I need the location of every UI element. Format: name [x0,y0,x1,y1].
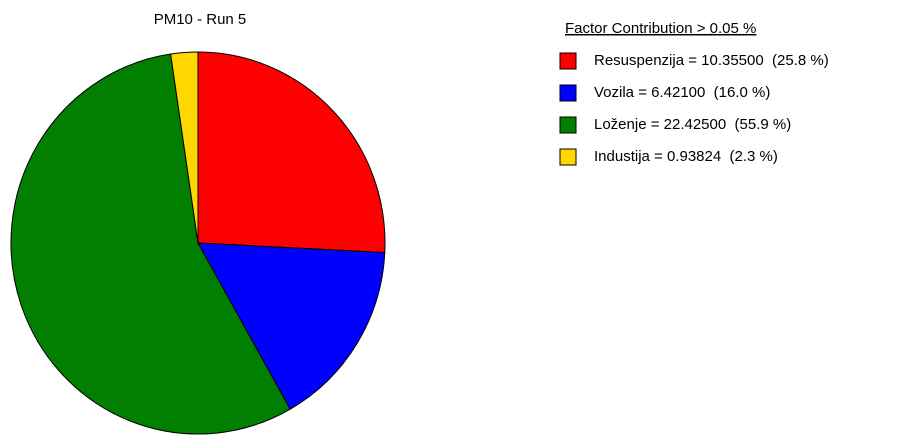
legend-title: Factor Contribution > 0.05 % [565,20,756,37]
pie-slice [10,53,291,435]
pie-slice [170,51,199,244]
legend-swatch [559,116,577,134]
chart-title: PM10 - Run 5 [154,11,247,28]
legend-swatch [559,52,577,70]
pie-slice [197,51,386,254]
legend-swatch [559,84,577,102]
legend-label: Resuspenzija = 10.35500 (25.8 %) [594,52,829,69]
pie-slice [197,242,386,410]
legend-swatch [559,148,577,166]
legend-label: Vozila = 6.42100 (16.0 %) [594,84,770,101]
legend-label: Loženje = 22.42500 (55.9 %) [594,116,791,133]
legend-label: Industija = 0.93824 (2.3 %) [594,148,778,165]
